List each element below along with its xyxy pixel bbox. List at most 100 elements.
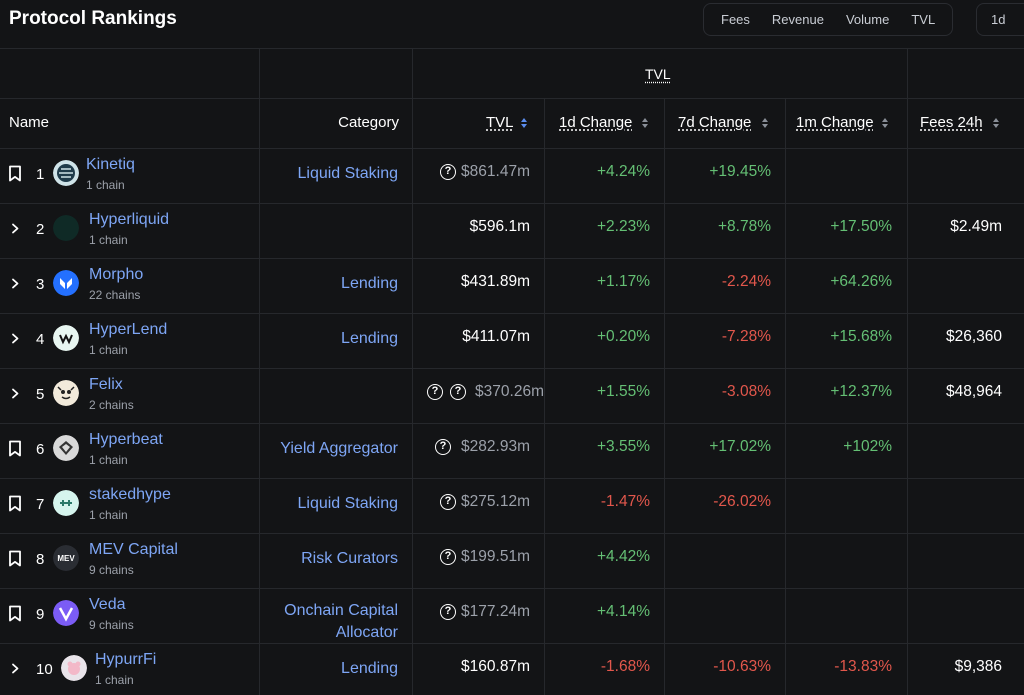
protocol-name-link[interactable]: Hyperbeat	[89, 431, 163, 448]
period-1d-button[interactable]: 1d	[976, 3, 1024, 36]
table-row[interactable]: 9 Veda 9 chains Onchain Capital Allocator? $…	[0, 588, 1024, 643]
chevron-right-icon[interactable]	[8, 220, 24, 238]
rank-number: 4	[36, 331, 45, 348]
question-icon[interactable]: ?	[450, 384, 466, 400]
fees-24h-value: $48,964	[945, 383, 1002, 400]
table-row[interactable]: 5 Felix 2 chains?? $370.26m +1.55% -3.08% +12.…	[0, 368, 1024, 423]
filter-revenue-button[interactable]: Revenue	[771, 12, 824, 27]
bookmark-icon[interactable]	[8, 495, 24, 513]
protocol-name-link[interactable]: Felix	[89, 376, 123, 393]
sort-icon[interactable]	[642, 118, 649, 128]
protocol-name-link[interactable]: Morpho	[89, 266, 144, 283]
question-icon[interactable]: ?	[440, 604, 456, 620]
protocol-name-link[interactable]: stakedhype	[89, 486, 171, 503]
category-link[interactable]: Onchain Capital Allocator	[284, 602, 398, 641]
change-1d-value: +2.23%	[596, 218, 650, 235]
chevron-right-icon[interactable]	[8, 275, 24, 293]
chain-count: 1 chain	[95, 673, 134, 687]
sort-icon[interactable]	[762, 118, 769, 128]
change-1m-value: +12.37%	[830, 383, 892, 400]
divider	[544, 98, 545, 695]
divider	[0, 588, 1024, 589]
protocol-name-link[interactable]: HyperLend	[89, 321, 168, 338]
protocol-name-link[interactable]: MEV Capital	[89, 541, 178, 558]
change-7d-value: -7.28%	[721, 328, 771, 345]
filter-volume-button[interactable]: Volume	[845, 12, 890, 27]
rank-number: 9	[36, 606, 45, 623]
change-7d-value: +8.78%	[717, 218, 771, 235]
column-header-tvl[interactable]: TVL	[486, 114, 514, 131]
question-icon[interactable]: ?	[440, 164, 456, 180]
chain-count: 9 chains	[89, 563, 134, 577]
rank-number: 8	[36, 551, 45, 568]
table-row[interactable]: 10 HypurrFi 1 chain Lending $160.87m -1.68% -1…	[0, 643, 1024, 695]
tvl-value: $431.89m	[461, 273, 530, 290]
tvl-group-header: TVL	[645, 66, 671, 82]
protocol-name-link[interactable]: Kinetiq	[86, 156, 135, 173]
table-row[interactable]: 3 Morpho 22 chains Lending $431.89m +1.17% -2.…	[0, 258, 1024, 313]
category-link[interactable]: Lending	[341, 660, 398, 677]
rank-number: 10	[36, 661, 53, 678]
fees-24h-value: $2.49m	[950, 218, 1002, 235]
hyperliquid-logo	[53, 215, 79, 241]
tvl-value: $199.51m	[461, 548, 530, 565]
protocol-name-link[interactable]: HypurrFi	[95, 651, 157, 668]
chevron-right-icon[interactable]	[8, 660, 24, 678]
filter-fees-button[interactable]: Fees	[721, 12, 750, 27]
column-header-fees-24h[interactable]: Fees 24h	[920, 114, 983, 131]
category-link[interactable]: Risk Curators	[301, 550, 398, 567]
category-link[interactable]: Yield Aggregator	[280, 440, 398, 457]
tvl-value: $160.87m	[461, 658, 530, 675]
question-icon[interactable]: ?	[440, 549, 456, 565]
filter-tvl-button[interactable]: TVL	[911, 12, 936, 27]
bookmark-icon[interactable]	[8, 165, 24, 183]
column-header-7d-change[interactable]: 7d Change	[678, 114, 752, 131]
category-link[interactable]: Liquid Staking	[297, 495, 398, 512]
protocol-name-link[interactable]: Hyperliquid	[89, 211, 170, 228]
protocol-name-link[interactable]: Veda	[89, 596, 126, 613]
column-header-1m-change[interactable]: 1m Change	[796, 114, 874, 131]
divider	[259, 148, 260, 695]
table-row[interactable]: 4 HyperLend 1 chain Lending $411.07m +0.20% -7…	[0, 313, 1024, 368]
category-link[interactable]: Lending	[341, 275, 398, 292]
bookmark-icon[interactable]	[8, 440, 24, 458]
chevron-right-icon[interactable]	[8, 385, 24, 403]
chain-count: 2 chains	[89, 398, 134, 412]
tvl-value: $596.1m	[469, 218, 530, 235]
chain-count: 1 chain	[86, 178, 125, 192]
table-row[interactable]: 8 MEV MEV Capital 9 chains Risk Curators? $19…	[0, 533, 1024, 588]
column-header-1d-change[interactable]: 1d Change	[559, 114, 633, 131]
change-1d-value: +3.55%	[596, 438, 650, 455]
category-link[interactable]: Lending	[341, 330, 398, 347]
chain-count: 22 chains	[89, 288, 141, 302]
category-link[interactable]: Liquid Staking	[297, 165, 398, 182]
question-icon[interactable]: ?	[440, 494, 456, 510]
chevron-right-icon[interactable]	[8, 330, 24, 348]
sort-icon[interactable]	[882, 118, 889, 128]
stakedhype-logo	[53, 490, 79, 516]
change-7d-value: -3.08%	[721, 383, 771, 400]
chain-count: 1 chain	[89, 343, 128, 357]
table-row[interactable]: 2 Hyperliquid 1 chain $596.1m +2.23% +8.78% +1…	[0, 203, 1024, 258]
divider	[907, 48, 908, 98]
table-row[interactable]: 1 Kinetiq 1 chain Liquid Staking? $861.47m +4…	[0, 148, 1024, 203]
question-icon[interactable]: ?	[427, 384, 443, 400]
table-row[interactable]: 7 stakedhype 1 chain Liquid Staking? $275.12…	[0, 478, 1024, 533]
question-icon[interactable]: ?	[435, 439, 451, 455]
sort-icon[interactable]	[993, 118, 1000, 128]
rank-number: 7	[36, 496, 45, 513]
change-1d-value: +1.55%	[596, 383, 650, 400]
sort-icon[interactable]	[521, 118, 528, 128]
tvl-value: $411.07m	[462, 328, 530, 345]
table-row[interactable]: 6 Hyperbeat 1 chain Yield Aggregator? $282.9…	[0, 423, 1024, 478]
tvl-value: $861.47m	[461, 163, 530, 180]
divider	[412, 48, 413, 695]
divider	[0, 478, 1024, 479]
change-7d-value: +19.45%	[709, 163, 771, 180]
column-header-category: Category	[338, 114, 399, 131]
change-1d-value: +0.20%	[596, 328, 650, 345]
tvl-value: $177.24m	[461, 603, 530, 620]
divider	[907, 98, 908, 695]
bookmark-icon[interactable]	[8, 605, 24, 623]
bookmark-icon[interactable]	[8, 550, 24, 568]
